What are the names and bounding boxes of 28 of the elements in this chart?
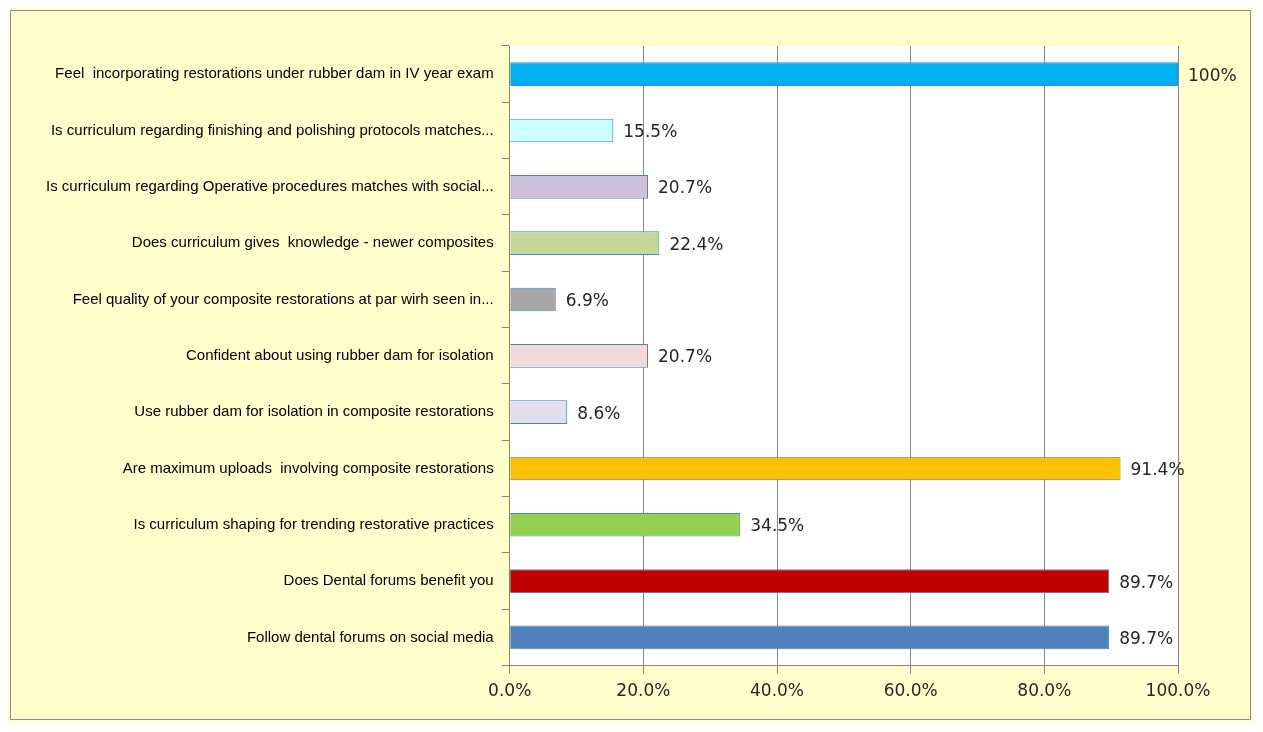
data-label: 8.6% [577, 402, 621, 423]
y-tick-label: Is curriculum shaping for trending restorative practices [133, 514, 494, 532]
y-tick-label: Follow dental forums on social media [246, 627, 495, 645]
y-tick-label: Feel quality of your composite restorations at par wirh seen in... [72, 289, 494, 307]
data-label: 89.7% [1119, 571, 1174, 592]
data-label: 89.7% [1119, 627, 1174, 648]
x-tick-label: 20.0% [616, 680, 671, 701]
data-label: 22.4% [669, 233, 724, 254]
y-tick-label: Feel incorporating restorations under rubber dam in IV year exam [55, 64, 494, 82]
y-tick-label: Does Dental forums benefit you [283, 571, 494, 589]
x-tick-label: 60.0% [883, 680, 938, 701]
data-label: 15.5% [623, 120, 678, 141]
data-label: 20.7% [658, 346, 713, 367]
data-label: 91.4% [1130, 458, 1185, 479]
y-tick-label: Is curriculum regarding finishing and polishing protocols matches... [50, 120, 494, 138]
data-label: 100% [1188, 64, 1237, 85]
x-tick-label: 40.0% [750, 680, 805, 701]
y-tick-label: Are maximum uploads involving composite restorations [122, 458, 494, 476]
data-label: 6.9% [565, 289, 609, 310]
y-tick-label: Confident about using rubber dam for isolation [185, 345, 494, 363]
y-tick-label: Is curriculum regarding Operative procedures matches with social... [46, 176, 494, 194]
x-tick-label: 100.0% [1145, 680, 1211, 701]
y-tick-label: Does curriculum gives knowledge - newer composites [131, 233, 494, 251]
bar [510, 625, 1110, 650]
data-label: 20.7% [658, 177, 713, 198]
y-tick-label: Use rubber dam for isolation in composite restorations [134, 402, 494, 420]
x-tick-label: 0.0% [488, 680, 532, 701]
x-tick-label: 80.0% [1017, 680, 1072, 701]
